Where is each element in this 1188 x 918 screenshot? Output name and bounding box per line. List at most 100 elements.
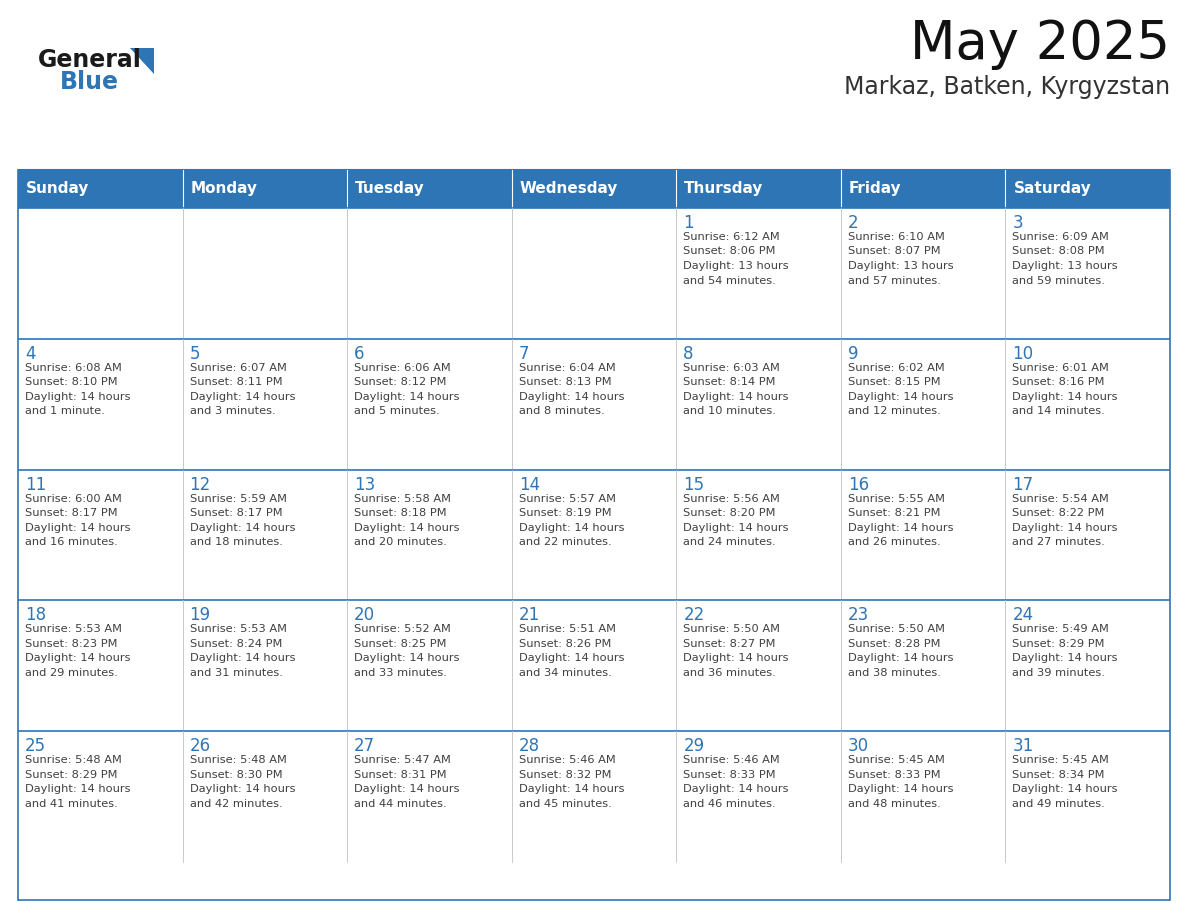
Text: Sunrise: 6:02 AM: Sunrise: 6:02 AM	[848, 363, 944, 373]
Text: Sunset: 8:12 PM: Sunset: 8:12 PM	[354, 377, 447, 387]
Text: Sunset: 8:19 PM: Sunset: 8:19 PM	[519, 508, 612, 518]
Text: and 26 minutes.: and 26 minutes.	[848, 537, 941, 547]
Text: Sunset: 8:17 PM: Sunset: 8:17 PM	[190, 508, 283, 518]
Text: Sunrise: 5:45 AM: Sunrise: 5:45 AM	[1012, 756, 1110, 766]
Text: Sunrise: 6:08 AM: Sunrise: 6:08 AM	[25, 363, 122, 373]
Text: and 48 minutes.: and 48 minutes.	[848, 799, 941, 809]
Text: Sunrise: 5:56 AM: Sunrise: 5:56 AM	[683, 494, 781, 504]
Text: Daylight: 14 hours: Daylight: 14 hours	[25, 654, 131, 664]
Text: 20: 20	[354, 607, 375, 624]
Text: and 54 minutes.: and 54 minutes.	[683, 275, 776, 285]
Text: and 1 minute.: and 1 minute.	[25, 407, 105, 416]
Text: and 45 minutes.: and 45 minutes.	[519, 799, 612, 809]
Bar	[18, 339, 183, 470]
Text: Sunrise: 5:53 AM: Sunrise: 5:53 AM	[25, 624, 122, 634]
Text: and 22 minutes.: and 22 minutes.	[519, 537, 612, 547]
Text: and 16 minutes.: and 16 minutes.	[25, 537, 118, 547]
Text: Sunset: 8:33 PM: Sunset: 8:33 PM	[683, 769, 776, 779]
Bar	[676, 732, 841, 862]
Text: 4: 4	[25, 345, 36, 363]
Text: Daylight: 14 hours: Daylight: 14 hours	[354, 654, 460, 664]
Text: Daylight: 14 hours: Daylight: 14 hours	[1012, 522, 1118, 532]
Bar	[18, 600, 183, 732]
Bar	[183, 208, 347, 339]
Text: 28: 28	[519, 737, 539, 756]
Text: and 29 minutes.: and 29 minutes.	[25, 668, 118, 677]
Text: and 44 minutes.: and 44 minutes.	[354, 799, 447, 809]
Text: Sunset: 8:17 PM: Sunset: 8:17 PM	[25, 508, 118, 518]
Text: Sunset: 8:18 PM: Sunset: 8:18 PM	[354, 508, 447, 518]
Text: Daylight: 14 hours: Daylight: 14 hours	[519, 654, 624, 664]
Text: Sunset: 8:31 PM: Sunset: 8:31 PM	[354, 769, 447, 779]
Text: Sunrise: 5:46 AM: Sunrise: 5:46 AM	[519, 756, 615, 766]
Text: and 8 minutes.: and 8 minutes.	[519, 407, 605, 416]
Text: Sunset: 8:29 PM: Sunset: 8:29 PM	[1012, 639, 1105, 649]
Text: Daylight: 13 hours: Daylight: 13 hours	[683, 261, 789, 271]
Text: Daylight: 14 hours: Daylight: 14 hours	[1012, 392, 1118, 402]
Text: Sunset: 8:24 PM: Sunset: 8:24 PM	[190, 639, 282, 649]
Text: 11: 11	[25, 476, 46, 494]
Text: Daylight: 14 hours: Daylight: 14 hours	[1012, 654, 1118, 664]
Bar	[1005, 600, 1170, 732]
Text: Sunrise: 5:51 AM: Sunrise: 5:51 AM	[519, 624, 615, 634]
Bar	[1005, 339, 1170, 470]
Text: 12: 12	[190, 476, 210, 494]
Text: Daylight: 14 hours: Daylight: 14 hours	[848, 392, 953, 402]
Text: and 59 minutes.: and 59 minutes.	[1012, 275, 1105, 285]
Text: and 14 minutes.: and 14 minutes.	[1012, 407, 1105, 416]
Text: 16: 16	[848, 476, 868, 494]
Text: and 42 minutes.: and 42 minutes.	[190, 799, 283, 809]
Text: Sunrise: 5:45 AM: Sunrise: 5:45 AM	[848, 756, 944, 766]
Text: Sunrise: 5:58 AM: Sunrise: 5:58 AM	[354, 494, 451, 504]
Text: 6: 6	[354, 345, 365, 363]
Text: 19: 19	[190, 607, 210, 624]
Text: and 27 minutes.: and 27 minutes.	[1012, 537, 1105, 547]
Text: and 3 minutes.: and 3 minutes.	[190, 407, 276, 416]
Text: Daylight: 14 hours: Daylight: 14 hours	[354, 522, 460, 532]
Bar	[512, 600, 676, 732]
Text: 10: 10	[1012, 345, 1034, 363]
Bar	[512, 470, 676, 600]
Text: Daylight: 14 hours: Daylight: 14 hours	[1012, 784, 1118, 794]
Text: Daylight: 14 hours: Daylight: 14 hours	[190, 522, 295, 532]
Text: and 36 minutes.: and 36 minutes.	[683, 668, 776, 677]
Text: Sunrise: 6:00 AM: Sunrise: 6:00 AM	[25, 494, 122, 504]
Text: Sunset: 8:20 PM: Sunset: 8:20 PM	[683, 508, 776, 518]
Text: Sunday: Sunday	[26, 182, 89, 196]
Bar	[18, 208, 183, 339]
Text: Sunrise: 5:50 AM: Sunrise: 5:50 AM	[848, 624, 944, 634]
Text: Sunset: 8:22 PM: Sunset: 8:22 PM	[1012, 508, 1105, 518]
Bar	[347, 732, 512, 862]
Text: 29: 29	[683, 737, 704, 756]
Text: Thursday: Thursday	[684, 182, 764, 196]
Bar	[183, 170, 347, 208]
Text: Sunset: 8:10 PM: Sunset: 8:10 PM	[25, 377, 118, 387]
Text: 5: 5	[190, 345, 200, 363]
Bar	[512, 339, 676, 470]
Bar	[183, 600, 347, 732]
Text: Sunrise: 6:12 AM: Sunrise: 6:12 AM	[683, 232, 781, 242]
Text: Daylight: 13 hours: Daylight: 13 hours	[1012, 261, 1118, 271]
Text: Daylight: 14 hours: Daylight: 14 hours	[354, 392, 460, 402]
Text: Sunrise: 5:57 AM: Sunrise: 5:57 AM	[519, 494, 615, 504]
Text: and 33 minutes.: and 33 minutes.	[354, 668, 447, 677]
Text: Daylight: 14 hours: Daylight: 14 hours	[848, 522, 953, 532]
Bar	[347, 339, 512, 470]
Bar	[347, 170, 512, 208]
Bar	[676, 470, 841, 600]
Text: Daylight: 14 hours: Daylight: 14 hours	[190, 392, 295, 402]
Text: Daylight: 14 hours: Daylight: 14 hours	[519, 392, 624, 402]
Text: Sunrise: 5:48 AM: Sunrise: 5:48 AM	[190, 756, 286, 766]
Text: and 31 minutes.: and 31 minutes.	[190, 668, 283, 677]
Text: Daylight: 14 hours: Daylight: 14 hours	[683, 522, 789, 532]
Text: 15: 15	[683, 476, 704, 494]
Text: 7: 7	[519, 345, 529, 363]
Text: Sunrise: 5:49 AM: Sunrise: 5:49 AM	[1012, 624, 1110, 634]
Text: 22: 22	[683, 607, 704, 624]
Text: Sunset: 8:29 PM: Sunset: 8:29 PM	[25, 769, 118, 779]
Text: Sunrise: 6:03 AM: Sunrise: 6:03 AM	[683, 363, 781, 373]
Text: Daylight: 14 hours: Daylight: 14 hours	[848, 654, 953, 664]
Bar	[347, 470, 512, 600]
Text: Sunrise: 6:09 AM: Sunrise: 6:09 AM	[1012, 232, 1110, 242]
Text: Sunset: 8:16 PM: Sunset: 8:16 PM	[1012, 377, 1105, 387]
